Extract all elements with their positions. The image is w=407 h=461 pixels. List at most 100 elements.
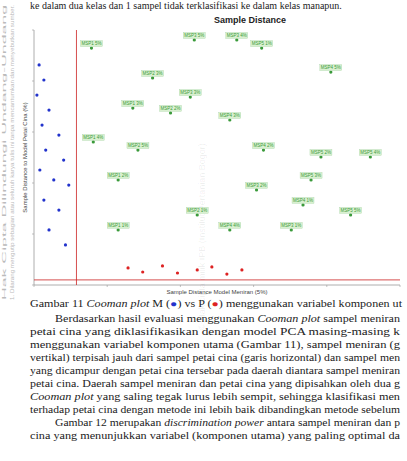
body-text: Cooman plot — [30, 391, 94, 402]
point — [126, 266, 129, 269]
caption-part: ● — [212, 299, 219, 309]
point-label: MSP3 5% — [184, 33, 204, 38]
body-text: petai cina yang diklasifikasikan dengan … — [30, 326, 400, 337]
label-box — [280, 222, 302, 228]
body-line: Berdasarkan hasil evaluasi menggunakan C… — [55, 313, 400, 324]
point-labels: MSP1 5%MSP3 5%MSP3 4%MSP5 1%MSP2 3%MSP4 … — [80, 32, 381, 228]
y-label: Sample Distance to Model Petai Cina (%) — [22, 102, 28, 212]
label-box — [142, 70, 164, 76]
point-label: MSP1 5% — [81, 41, 101, 46]
point — [38, 63, 41, 66]
label-box — [219, 113, 241, 119]
body-text: discrimination power — [164, 417, 264, 428]
point-label: MSP3 4% — [227, 33, 247, 38]
point-label: MSP1 3% — [123, 101, 143, 106]
point — [47, 108, 50, 111]
point — [136, 149, 139, 152]
point-label: MSP4 1% — [293, 198, 313, 203]
x-label: Sample Distance Model Meniran (5%) — [166, 289, 267, 295]
point — [255, 188, 258, 191]
point — [67, 183, 70, 186]
point-label: MSP2 5% — [128, 143, 148, 148]
point — [210, 265, 213, 268]
point — [42, 78, 45, 81]
point — [189, 95, 192, 98]
point — [92, 140, 95, 143]
point — [260, 47, 263, 50]
y-tick — [32, 81, 34, 82]
point-label: MSP1 2% — [108, 173, 128, 178]
point — [38, 168, 41, 171]
point-label: MSP3 3% — [180, 90, 200, 95]
label-box — [300, 172, 322, 178]
label-box — [122, 101, 144, 107]
point-label: MSP5 4% — [360, 150, 380, 155]
label-box — [292, 197, 314, 203]
label-box — [160, 105, 182, 111]
y-tick — [32, 132, 34, 133]
body-line: cina yang menunjukkan variabel (komponen… — [30, 430, 401, 442]
caption: Gambar 11 Cooman plot M (●) vs P (●) men… — [30, 299, 402, 310]
body-line: terhadap petai cina dengan metode ini le… — [30, 404, 400, 415]
critical-y-line — [34, 279, 400, 280]
body-text: terhadap petai cina dengan metode ini le… — [30, 404, 400, 415]
y-tick — [32, 30, 34, 31]
body-text: cina yang menunjukkan variabel (komponen… — [30, 430, 401, 442]
point — [44, 149, 47, 152]
body-line: vertikal) terpisah jauh dari sampel peta… — [30, 352, 400, 364]
x-axis — [34, 285, 400, 286]
point-label: MSP3 2% — [247, 183, 267, 188]
point-label: MSP2 2% — [161, 106, 181, 111]
point — [57, 133, 60, 136]
point-label: MSP4 2% — [253, 143, 273, 148]
watermark: 1. Dilarang mengutip sebagian atau selur… — [9, 5, 15, 300]
label-box — [127, 143, 149, 149]
body-text: menggunakan variabel komponen utama (Gam… — [30, 339, 400, 351]
y-axis — [34, 30, 35, 285]
point-label: MSP3 1% — [281, 223, 301, 228]
point — [193, 38, 196, 41]
chart-title: Sample Distance — [214, 15, 286, 25]
point-label: MSP5 1% — [252, 41, 272, 46]
body-text: yang saling tegak lurus lebih sempit, se… — [94, 391, 400, 402]
point — [369, 155, 372, 158]
caption-part: ● — [170, 299, 177, 309]
point — [90, 47, 93, 50]
body-line: Cooman plot yang saling tegak lurus lebi… — [30, 391, 400, 402]
label-box — [226, 32, 248, 38]
point — [40, 124, 43, 127]
point — [319, 155, 322, 158]
body-line: petai cina yang diklasifikasikan dengan … — [30, 326, 400, 337]
point — [228, 228, 231, 231]
point — [240, 268, 243, 271]
critical-x-line — [76, 30, 77, 285]
point-label: MSP4 5% — [321, 65, 341, 70]
point — [290, 228, 293, 231]
caption-part: Cooman plot — [87, 299, 150, 309]
watermark: Hak Cipta Dilindungi Undang-Undang — [1, 5, 7, 300]
point — [141, 270, 144, 273]
label-box — [82, 134, 104, 140]
label-box — [107, 222, 129, 228]
point — [42, 198, 45, 201]
label-box — [251, 41, 273, 47]
label-box — [340, 207, 362, 213]
point-label: MSP5 3% — [301, 173, 321, 178]
point — [262, 149, 265, 152]
point — [169, 111, 172, 114]
x-tick — [180, 285, 181, 287]
point — [161, 264, 164, 267]
point — [301, 203, 304, 206]
point — [151, 76, 154, 79]
point — [309, 178, 312, 181]
point-label: MSP1 4% — [83, 135, 103, 140]
label-box — [252, 143, 274, 149]
x-tick — [253, 285, 254, 287]
y-tick — [32, 285, 34, 286]
body-text: vertikal) terpisah jauh dari sampel peta… — [30, 352, 400, 364]
caption-part: M ( — [149, 299, 170, 310]
x-tick — [107, 285, 108, 287]
label-box — [219, 222, 241, 228]
y-tick — [32, 183, 34, 184]
point — [57, 208, 60, 211]
